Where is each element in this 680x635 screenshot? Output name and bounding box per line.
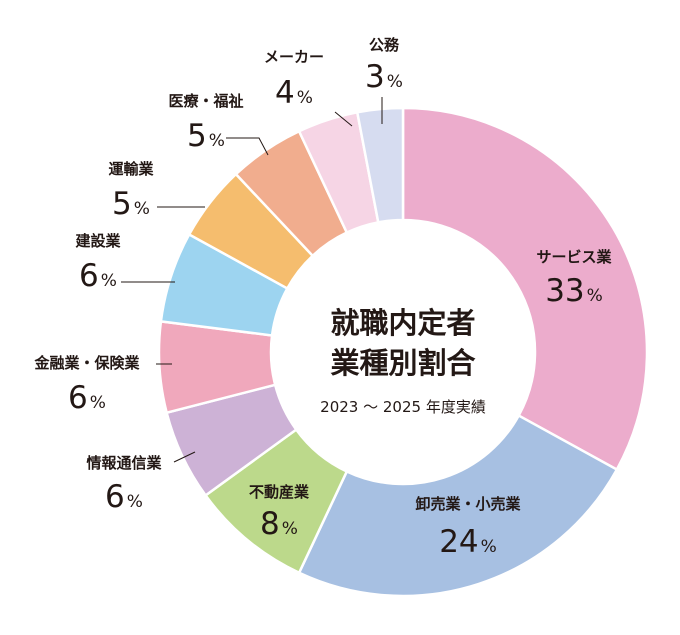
slice-category-label: 不動産業 <box>249 483 310 501</box>
slice-category-label: サービス業 <box>536 248 612 266</box>
slice-category-label: 卸売業・小売業 <box>415 495 521 513</box>
slice-category-label: 医療・福祉 <box>168 92 243 110</box>
slice-category-label: 金融業・保険業 <box>33 354 140 372</box>
slice-percent-label: 4% <box>275 75 313 111</box>
donut-slices <box>157 106 649 598</box>
leader-line <box>334 111 353 127</box>
chart-subtitle: 2023 ～ 2025 年度実績 <box>320 398 486 416</box>
chart-title-line-2: 業種別割合 <box>330 346 475 380</box>
donut-slice <box>401 106 649 472</box>
slice-category-label: 公務 <box>369 36 400 54</box>
slice-percent-label: 5% <box>112 186 150 222</box>
slice-percent-label: 3% <box>365 59 403 95</box>
chart-title-line-1: 就職内定者 <box>330 306 475 340</box>
slice-labels: サービス業 33 % 卸売業・小売業 24 % 不動産業 8 % 情報通信業 6 % 金融業・保険業 6%… <box>33 36 612 560</box>
slice-category-label: メーカー <box>264 48 324 66</box>
slice-percent-label: 6% <box>105 479 143 515</box>
leader-line <box>226 137 269 156</box>
slice-category-label: 運輸業 <box>108 160 154 178</box>
slice-percent-label: 24% <box>439 524 497 560</box>
slice-percent-label: 8% <box>260 506 298 542</box>
slice-percent-label: 6% <box>68 380 106 416</box>
leader-lines <box>121 97 383 463</box>
slice-percent-label: 6% <box>79 258 117 294</box>
slice-percent-label: 5% <box>187 118 225 154</box>
leader-line <box>173 451 196 463</box>
donut-slice <box>355 106 405 224</box>
slice-percent-label: 33% <box>545 273 603 309</box>
donut-slice <box>297 413 619 598</box>
slice-category-label: 建設業 <box>75 232 121 250</box>
slice-category-label: 情報通信業 <box>86 454 162 472</box>
